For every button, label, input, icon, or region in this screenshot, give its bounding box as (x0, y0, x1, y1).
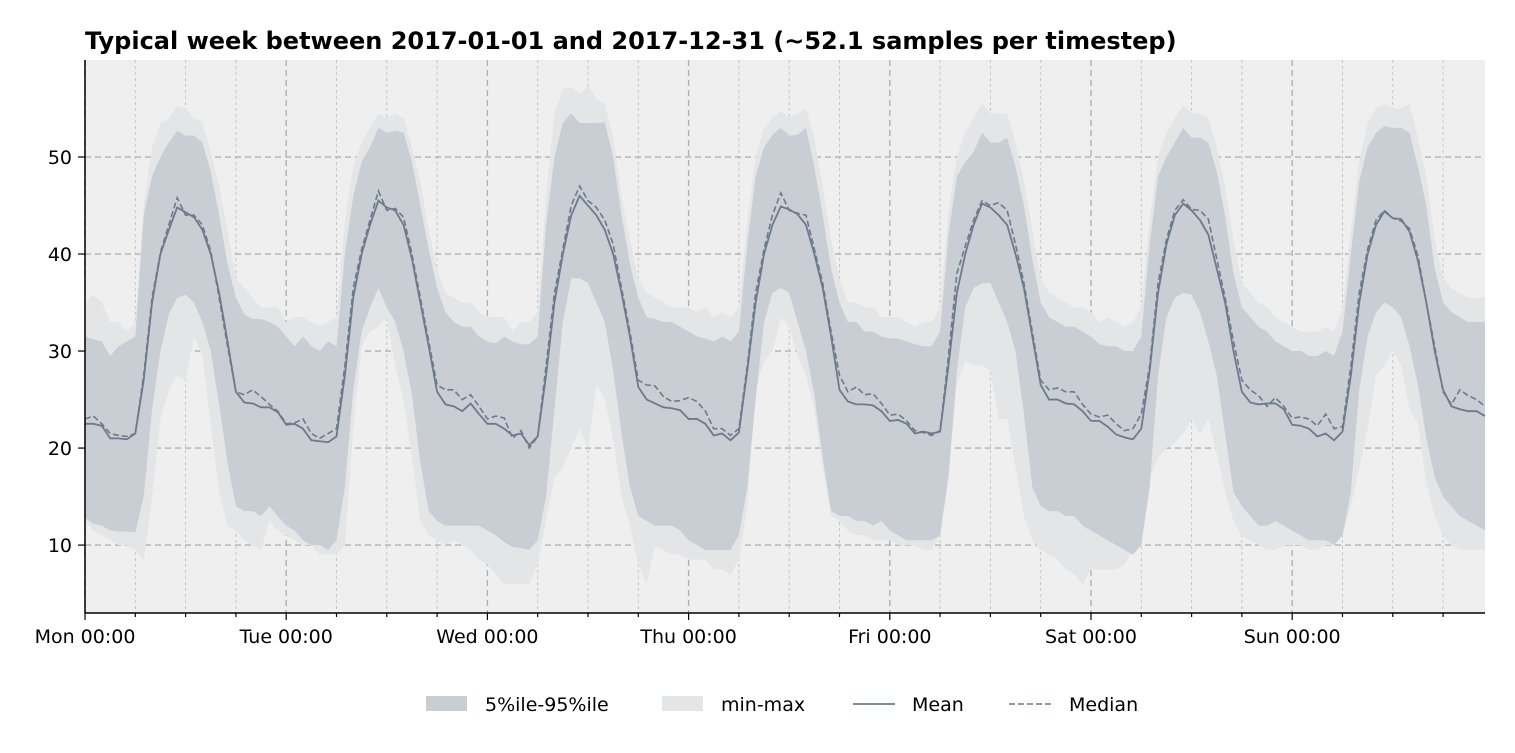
legend-label-min-max: min-max (721, 694, 805, 716)
y-tick-label: 40 (48, 244, 72, 266)
legend-label-median: Median (1069, 694, 1138, 716)
x-tick-label: Tue 00:00 (239, 626, 333, 648)
mean-line (85, 194, 1486, 447)
legend-label-p5-p95: 5%ile-95%ile (485, 694, 609, 716)
legend: 5%ile-95%ile min-max Mean Median (426, 694, 1138, 716)
legend-swatch-p5-p95 (426, 696, 467, 711)
x-tick-label: Mon 00:00 (35, 626, 136, 648)
x-tick-label: Thu 00:00 (639, 626, 736, 648)
chart-title: Typical week between 2017-01-01 and 2017… (85, 27, 1177, 55)
y-tick-label: 30 (48, 341, 72, 363)
y-tick-label: 50 (48, 147, 72, 169)
y-tick-label: 20 (48, 438, 72, 460)
legend-label-mean: Mean (912, 694, 964, 716)
legend-swatch-min-max (662, 696, 703, 711)
x-tick-label: Wed 00:00 (436, 626, 538, 648)
x-tick-label: Sat 00:00 (1045, 626, 1137, 648)
y-ticks: 10 20 30 40 50 (48, 147, 85, 557)
y-tick-label: 10 (48, 535, 72, 557)
p5-p95-band (85, 113, 1485, 555)
x-tick-label: Fri 00:00 (848, 626, 931, 648)
x-ticks: Mon 00:00 Tue 00:00 Wed 00:00 Thu 00:00 Fri … (35, 613, 1444, 648)
median-line (84, 184, 1486, 450)
x-tick-label: Sun 00:00 (1244, 626, 1341, 648)
